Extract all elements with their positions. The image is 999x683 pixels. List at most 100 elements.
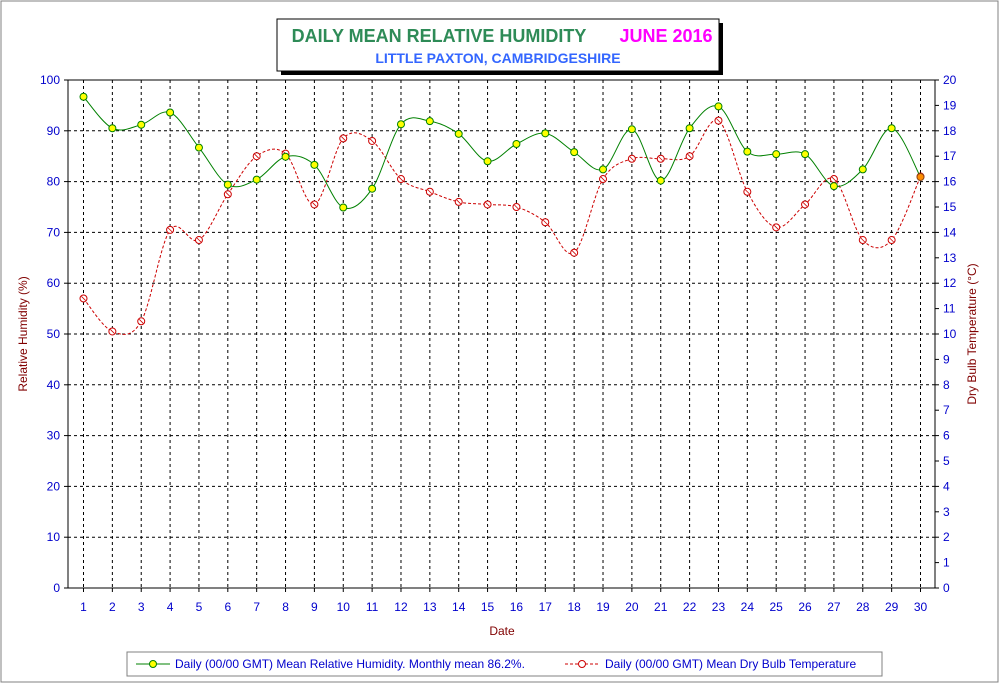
y-tick-label: 30 (47, 429, 61, 443)
x-tick-label: 10 (337, 600, 351, 614)
temperature-point-cross (514, 204, 519, 210)
y2-tick-label: 11 (943, 302, 956, 316)
humidity-point (483, 157, 492, 166)
temperature-point-cross (312, 202, 317, 207)
temperature-point-cross (802, 202, 808, 207)
humidity-point (368, 184, 377, 193)
temperature-point-cross (398, 176, 404, 182)
chart-title: DAILY MEAN RELATIVE HUMIDITY (292, 26, 587, 46)
humidity-point (801, 150, 810, 159)
x-tick-label: 3 (138, 600, 145, 614)
x-tick-label: 30 (914, 600, 928, 614)
temperature-point-cross (138, 319, 144, 324)
humidity-point (887, 124, 896, 133)
x-tick-label: 12 (394, 600, 408, 614)
y-axis-ticks: 0 10 20 30 40 50 60 70 80 90 100 (40, 73, 68, 595)
temperature-point-cross (889, 237, 894, 243)
x-tick-label: 22 (683, 600, 697, 614)
y2-tick-label: 4 (943, 479, 950, 493)
humidity-point (137, 120, 146, 129)
humidity-point (425, 117, 434, 126)
y-tick-label: 10 (47, 530, 61, 544)
humidity-point (916, 173, 925, 182)
x-tick-label: 17 (539, 600, 553, 614)
x-tick-label: 8 (282, 600, 289, 614)
temperature-point-cross (629, 156, 635, 162)
y2-tick-label: 7 (943, 403, 950, 417)
humidity-point (685, 124, 694, 133)
y2-tick-label: 19 (943, 98, 957, 112)
series-layer (79, 92, 925, 336)
humidity-point (772, 150, 781, 159)
temperature-point-cross (543, 219, 548, 225)
y-tick-label: 60 (47, 276, 61, 290)
temperature-point-cross (745, 189, 750, 195)
legend-humidity-label: Daily (00/00 GMT) Mean Relative Humidity… (175, 657, 525, 671)
temperature-point-cross (369, 138, 375, 144)
y-axis-title: Relative Humidity (%) (16, 276, 30, 391)
x-tick-label: 26 (798, 600, 812, 614)
y2-tick-label: 8 (943, 378, 950, 392)
humidity-point (396, 120, 405, 129)
temperature-point-cross (600, 176, 606, 182)
x-tick-label: 27 (827, 600, 841, 614)
y2-tick-label: 3 (943, 505, 950, 519)
x-tick-label: 4 (167, 600, 174, 614)
temperature-point-cross (254, 153, 259, 159)
temperature-point-cross (110, 329, 115, 334)
humidity-point (252, 175, 261, 184)
x-tick-label: 7 (253, 600, 260, 614)
y-tick-label: 50 (47, 327, 61, 341)
humidity-point (656, 176, 665, 185)
x-axis-title: Date (489, 624, 515, 638)
x-tick-label: 28 (856, 600, 870, 614)
x-tick-label: 19 (596, 600, 610, 614)
x-tick-label: 15 (481, 600, 495, 614)
humidity-point (339, 203, 348, 212)
temperature-point-cross (860, 237, 866, 243)
y-tick-label: 0 (53, 581, 60, 595)
humidity-point (743, 147, 752, 156)
y-tick-label: 100 (40, 73, 60, 87)
temperature-point-cross (571, 250, 577, 256)
humidity-point (627, 125, 636, 134)
legend-humidity-marker (149, 660, 157, 668)
y2-tick-label: 0 (943, 581, 950, 595)
humidity-point (599, 165, 608, 174)
y2-tick-label: 13 (943, 251, 957, 265)
x-tick-label: 9 (311, 600, 318, 614)
x-tick-label: 14 (452, 600, 466, 614)
y2-tick-label: 2 (943, 530, 950, 544)
temperature-point-cross (167, 227, 173, 233)
y-tick-label: 80 (47, 175, 61, 189)
temperature-point-cross (427, 189, 433, 195)
legend-box (126, 651, 883, 677)
x-tick-label: 20 (625, 600, 639, 614)
y-tick-label: 90 (47, 124, 61, 138)
x-tick-label: 16 (510, 600, 524, 614)
temperature-point-cross (225, 192, 231, 197)
chart-period: JUNE 2016 (619, 26, 712, 46)
temperature-series-line (83, 119, 921, 335)
x-axis-ticks: 1 2 3 4 5 6 7 8 9 10 11 12 13 14 15 16 17 18 19 20 21 22 23 24 2… (80, 588, 927, 614)
temperature-point-cross (773, 225, 779, 230)
x-tick-label: 6 (224, 600, 231, 614)
x-tick-label: 18 (567, 600, 581, 614)
humidity-point (829, 182, 838, 191)
temperature-point-cross (456, 199, 461, 205)
humidity-point (281, 152, 290, 161)
temperature-point-cross (687, 153, 692, 159)
x-tick-label: 24 (741, 600, 755, 614)
y2-tick-label: 17 (943, 149, 957, 163)
y2-axis-title: Dry Bulb Temperature (°C) (965, 263, 979, 404)
y-tick-label: 20 (47, 479, 61, 493)
humidity-point (194, 143, 203, 152)
y2-tick-label: 6 (943, 429, 950, 443)
y2-tick-label: 10 (943, 327, 957, 341)
y-tick-label: 40 (47, 378, 61, 392)
y2-tick-label: 1 (943, 556, 950, 570)
